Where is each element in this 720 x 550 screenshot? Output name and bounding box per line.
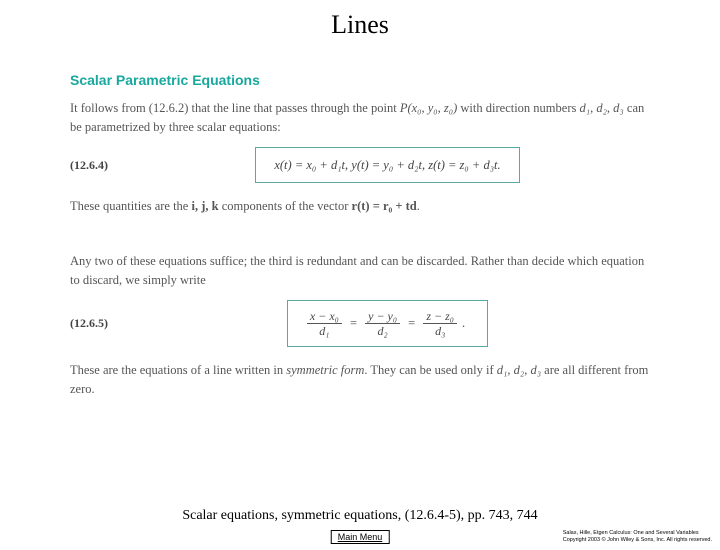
frac1-den: d₁ [307, 324, 342, 338]
eq2-box: x − x₀d₁ = y − y₀d₂ = z − z₀d₃. [287, 300, 488, 348]
paragraph-3: Any two of these equations suffice; the … [70, 252, 650, 290]
copyright-line-2: Copyright 2003 © John Wiley & Sons, Inc.… [563, 537, 712, 544]
content-area: Scalar Parametric Equations It follows f… [0, 40, 720, 399]
p4-text-b: . They can be used only if [364, 363, 496, 377]
p1-point: P(x₀, y₀, z₀) [400, 101, 457, 115]
eq1-box: x(t) = x₀ + d₁t, y(t) = y₀ + d₂t, z(t) =… [255, 147, 519, 184]
equals-2: = [408, 314, 415, 333]
eq1-label: (12.6.4) [70, 156, 125, 174]
frac3-den: d₃ [423, 324, 457, 338]
slide-title: Lines [0, 10, 720, 40]
frac3-num: z − z₀ [423, 309, 457, 324]
p2-ijk: i, j, k [191, 199, 218, 213]
p4-d: d₁, d₂, d₃ [497, 363, 541, 377]
section-heading: Scalar Parametric Equations [70, 70, 650, 91]
frac-2: y − y₀d₂ [365, 309, 400, 339]
period: . [462, 314, 465, 333]
bottom-caption: Scalar equations, symmetric equations, (… [0, 508, 720, 524]
spacer [70, 226, 650, 252]
frac2-num: y − y₀ [365, 309, 400, 324]
equation-1-row: (12.6.4) x(t) = x₀ + d₁t, y(t) = y₀ + d₂… [70, 147, 650, 184]
p4-sym: symmetric form [286, 363, 364, 377]
paragraph-4: These are the equations of a line writte… [70, 361, 650, 399]
p1-text-b: with direction numbers [457, 101, 579, 115]
p1-text-a: It follows from (12.6.2) that the line t… [70, 101, 400, 115]
main-menu-button[interactable]: Main Menu [331, 530, 390, 544]
equation-2-row: (12.6.5) x − x₀d₁ = y − y₀d₂ = z − z₀d₃. [70, 300, 650, 348]
frac2-den: d₂ [365, 324, 400, 338]
copyright-block: Salas, Hille, Etgen Calculus: One and Se… [563, 530, 712, 544]
p2-r: r(t) = r₀ + td [352, 199, 417, 213]
p2-text-c: . [417, 199, 420, 213]
paragraph-1: It follows from (12.6.2) that the line t… [70, 99, 650, 137]
eq2-label: (12.6.5) [70, 314, 125, 332]
p1-d: d₁, d₂, d₃ [579, 101, 623, 115]
paragraph-2: These quantities are the i, j, k compone… [70, 197, 650, 216]
p2-text-a: These quantities are the [70, 199, 191, 213]
p2-text-b: components of the vector [219, 199, 352, 213]
copyright-line-1: Salas, Hille, Etgen Calculus: One and Se… [563, 530, 712, 537]
equals-1: = [350, 314, 357, 333]
frac1-num: x − x₀ [307, 309, 342, 324]
frac-3: z − z₀d₃ [423, 309, 457, 339]
p4-text-a: These are the equations of a line writte… [70, 363, 286, 377]
frac-1: x − x₀d₁ [307, 309, 342, 339]
